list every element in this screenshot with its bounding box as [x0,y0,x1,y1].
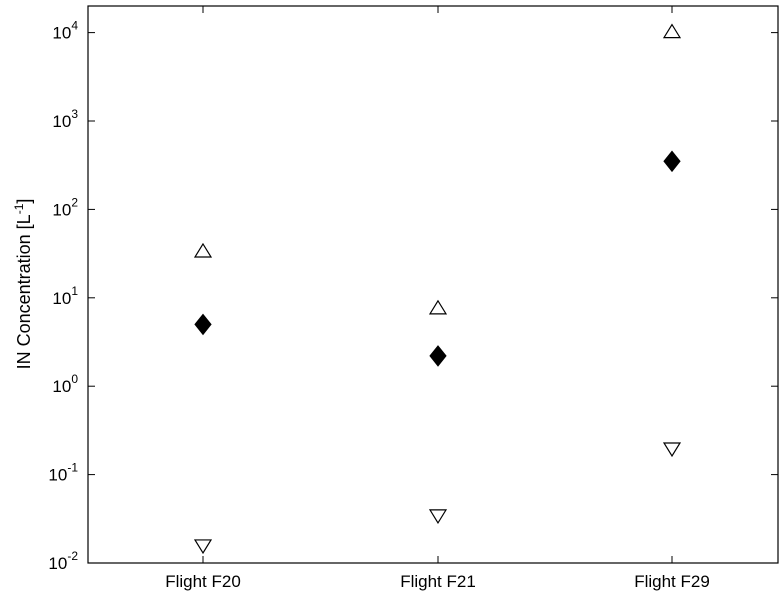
y-tick-base: 10 [52,112,71,131]
mean-marker [194,313,212,336]
lower-bound-marker [662,442,682,458]
y-tick-label: 104 [52,19,78,43]
mean-marker [663,150,681,173]
x-tick-label: Flight F20 [165,572,241,591]
mean-marker [429,345,447,367]
y-tick-exponent: 3 [71,107,78,121]
y-tick-base: 10 [52,24,71,43]
upper-bound-marker [662,23,682,39]
y-tick-base: 10 [52,200,71,219]
y-axis-label-exponent: -1 [12,203,26,214]
y-tick-label: 10-1 [48,461,78,485]
lower-bound-marker [193,539,213,555]
data-points [193,23,682,555]
upper-bound-marker [193,242,213,258]
y-axis-label: IN Concentration [L-1] [12,199,34,370]
y-tick-exponent: 2 [71,195,78,209]
y-tick-label: 102 [52,195,78,219]
y-tick-base: 10 [48,554,67,573]
upper-bound-marker [428,299,448,315]
lower-bound-marker [428,509,448,525]
plot-frame [87,5,779,564]
x-tick-label: Flight F29 [634,572,710,591]
y-tick-exponent: 4 [71,19,78,33]
y-tick-exponent: 0 [71,372,78,386]
y-tick-base: 10 [52,289,71,308]
y-tick-label: 103 [52,107,78,131]
y-tick-label: 100 [52,372,78,396]
y-tick-exponent: 1 [71,284,78,298]
y-tick-base: 10 [48,466,67,485]
y-axis-label-main: IN Concentration [L [14,214,34,369]
y-tick-label: 10-2 [48,549,78,573]
y-tick-exponent: -2 [67,549,78,563]
y-axis-label-close: ] [14,199,34,204]
x-axis: Flight F20 Flight F21 Flight F29 [165,6,710,591]
y-tick-exponent: -1 [67,461,78,475]
x-tick-label: Flight F21 [400,572,476,591]
y-tick-base: 10 [52,377,71,396]
y-tick-label: 101 [52,284,78,308]
